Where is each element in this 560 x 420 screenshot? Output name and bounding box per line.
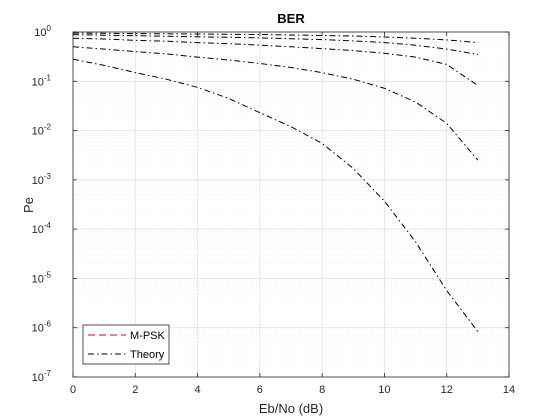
chart-title: BER [277, 11, 305, 26]
x-axis-label: Eb/No (dB) [259, 401, 323, 416]
theory-curve-4 [72, 34, 478, 55]
legend: M-PSK Theory [82, 324, 170, 365]
x-tick-label: 8 [319, 384, 325, 396]
y-tick-label: 10-2 [32, 123, 52, 138]
legend-box [82, 324, 170, 365]
y-tick-label: 10-1 [32, 73, 52, 88]
legend-label-theory: Theory [130, 349, 165, 361]
x-tick-label: 14 [503, 384, 515, 396]
y-axis-label: Pe [21, 197, 36, 213]
ticks [72, 31, 510, 378]
legend-label-mpsk: M-PSK [130, 330, 166, 342]
x-tick-label: 6 [257, 384, 263, 396]
x-tick-label: 0 [70, 384, 76, 396]
y-tick-label: 100 [34, 24, 51, 39]
series-group [72, 32, 479, 333]
x-tick-label: 4 [195, 384, 201, 396]
x-tick-label: 12 [441, 384, 453, 396]
y-tick-label: 10-4 [32, 221, 52, 236]
y-tick-label: 10-5 [32, 270, 52, 285]
theory-curve-1 [72, 58, 479, 333]
x-tick-label: 10 [378, 384, 390, 396]
y-tick-label: 10-6 [32, 320, 52, 335]
theory-curve-3 [72, 37, 479, 86]
theory-curve-2 [72, 46, 479, 161]
axes-box [72, 31, 510, 378]
x-tick-label: 2 [132, 384, 138, 396]
plot-area [73, 32, 509, 377]
y-tick-label: 10-7 [32, 369, 52, 384]
y-tick-label: 10-3 [32, 172, 52, 187]
